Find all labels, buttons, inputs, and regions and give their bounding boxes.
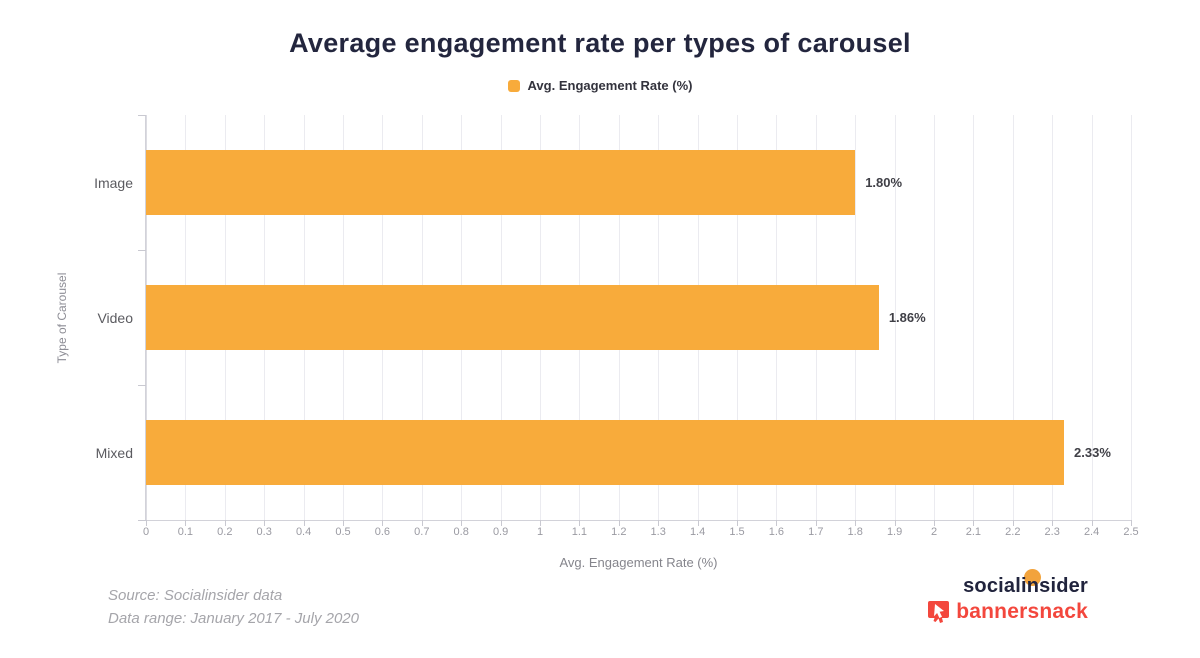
x-axis-tick [540,520,541,526]
x-tick-label: 0.9 [492,526,509,538]
x-tick-label: 2 [930,526,938,538]
x-tick-label: 1.4 [689,526,706,538]
legend-label: Avg. Engagement Rate (%) [527,78,693,93]
value-label-image: 1.80% [865,174,903,190]
x-tick-label: 2.2 [1005,526,1021,538]
gridline [1012,115,1014,520]
x-axis-tick [658,520,660,526]
x-tick-label: 2.5 [1123,526,1139,538]
x-tick-label: 0.5 [335,526,351,538]
x-axis-tick [697,520,699,526]
x-tick-label: 0.4 [295,526,312,538]
x-axis-tick [264,520,266,526]
x-tick-label: 1.6 [768,526,785,538]
gridline [973,115,975,520]
x-tick-label: 1.3 [650,526,666,538]
socialinsider-dot-icon [1024,569,1041,586]
source-line-1: Source: Socialinsider data [108,587,283,604]
x-axis-tick [500,520,502,526]
socialinsider-wordmark: socialinsider [963,575,1088,597]
x-tick-label: 0.3 [256,526,272,538]
plot-area: Avg. Engagement Rate (%) Type of Carouse… [55,115,1139,570]
category-label-image: Image [94,174,133,191]
x-tick-label: 1 [536,526,544,538]
x-axis-tick [579,520,581,526]
x-tick-label: 1.7 [808,526,824,538]
x-tick-label: 2.3 [1044,526,1060,538]
y-axis-tick [138,385,146,386]
source-note: Source: Socialinsider data Data range: J… [108,584,359,630]
category-label-video: Video [97,309,133,326]
value-label-video: 1.86% [888,309,926,325]
x-axis-tick [224,520,226,526]
x-tick-label: 2.4 [1083,526,1100,538]
x-axis-tick [421,520,423,526]
x-axis-tick [855,520,857,526]
x-axis-tick [1091,520,1093,526]
x-axis-tick [776,520,778,526]
bar-image[interactable] [146,150,856,215]
x-tick-label: 0.7 [414,526,430,538]
legend[interactable]: Avg. Engagement Rate (%) [0,78,1200,93]
y-axis-tick [138,115,146,116]
y-axis-tick [138,520,146,521]
x-axis-tick [382,520,384,526]
x-axis-tick [146,520,147,526]
x-axis-tick [618,520,620,526]
gridline [1091,115,1093,520]
legend-swatch-icon [507,79,520,92]
x-tick-label: 1.2 [611,526,627,538]
x-tick-label: 2.1 [965,526,982,538]
category-label-mixed: Mixed [95,444,133,461]
bannersnack-wordmark: bannersnack [956,600,1088,623]
x-axis-title: Avg. Engagement Rate (%) [559,555,718,570]
source-line-2: Data range: January 2017 - July 2020 [108,610,359,627]
bannersnack-cursor-icon [928,601,950,623]
x-axis-tick [973,520,975,526]
x-tick-label: 1.1 [571,526,588,538]
bar-video[interactable] [146,285,879,350]
gridline [1052,115,1054,520]
x-axis-tick [934,520,935,526]
x-tick-label: 0.8 [453,526,469,538]
x-axis-tick [461,520,463,526]
x-tick-label: 0.2 [217,526,233,538]
x-tick-label: 1.5 [729,526,745,538]
x-axis-tick [343,520,344,526]
gridline [934,115,935,520]
gridline [1131,115,1132,520]
x-axis-tick [1052,520,1054,526]
value-label-mixed: 2.33% [1074,444,1111,460]
branding-block: socialinsider bannersnack [928,569,1088,625]
bar-mixed[interactable] [146,420,1065,485]
x-axis-tick [1012,520,1014,526]
bannersnack-logo: bannersnack [928,599,1088,625]
x-tick-label: 0.1 [177,526,194,538]
x-axis-tick [303,520,305,526]
y-axis-tick [138,250,146,251]
socialinsider-logo: socialinsider [963,569,1088,598]
chart-title: Average engagement rate per types of car… [289,28,911,58]
x-tick-label: 0.6 [374,526,391,538]
x-axis-tick [1131,520,1132,526]
x-tick-label: 1.8 [847,526,863,538]
x-axis-tick [737,520,738,526]
x-axis-tick [815,520,817,526]
x-tick-label: 1.9 [886,526,903,538]
x-axis-tick [185,520,187,526]
gridline [894,115,896,520]
x-axis-tick [894,520,896,526]
x-tick-label: 0 [142,526,150,538]
